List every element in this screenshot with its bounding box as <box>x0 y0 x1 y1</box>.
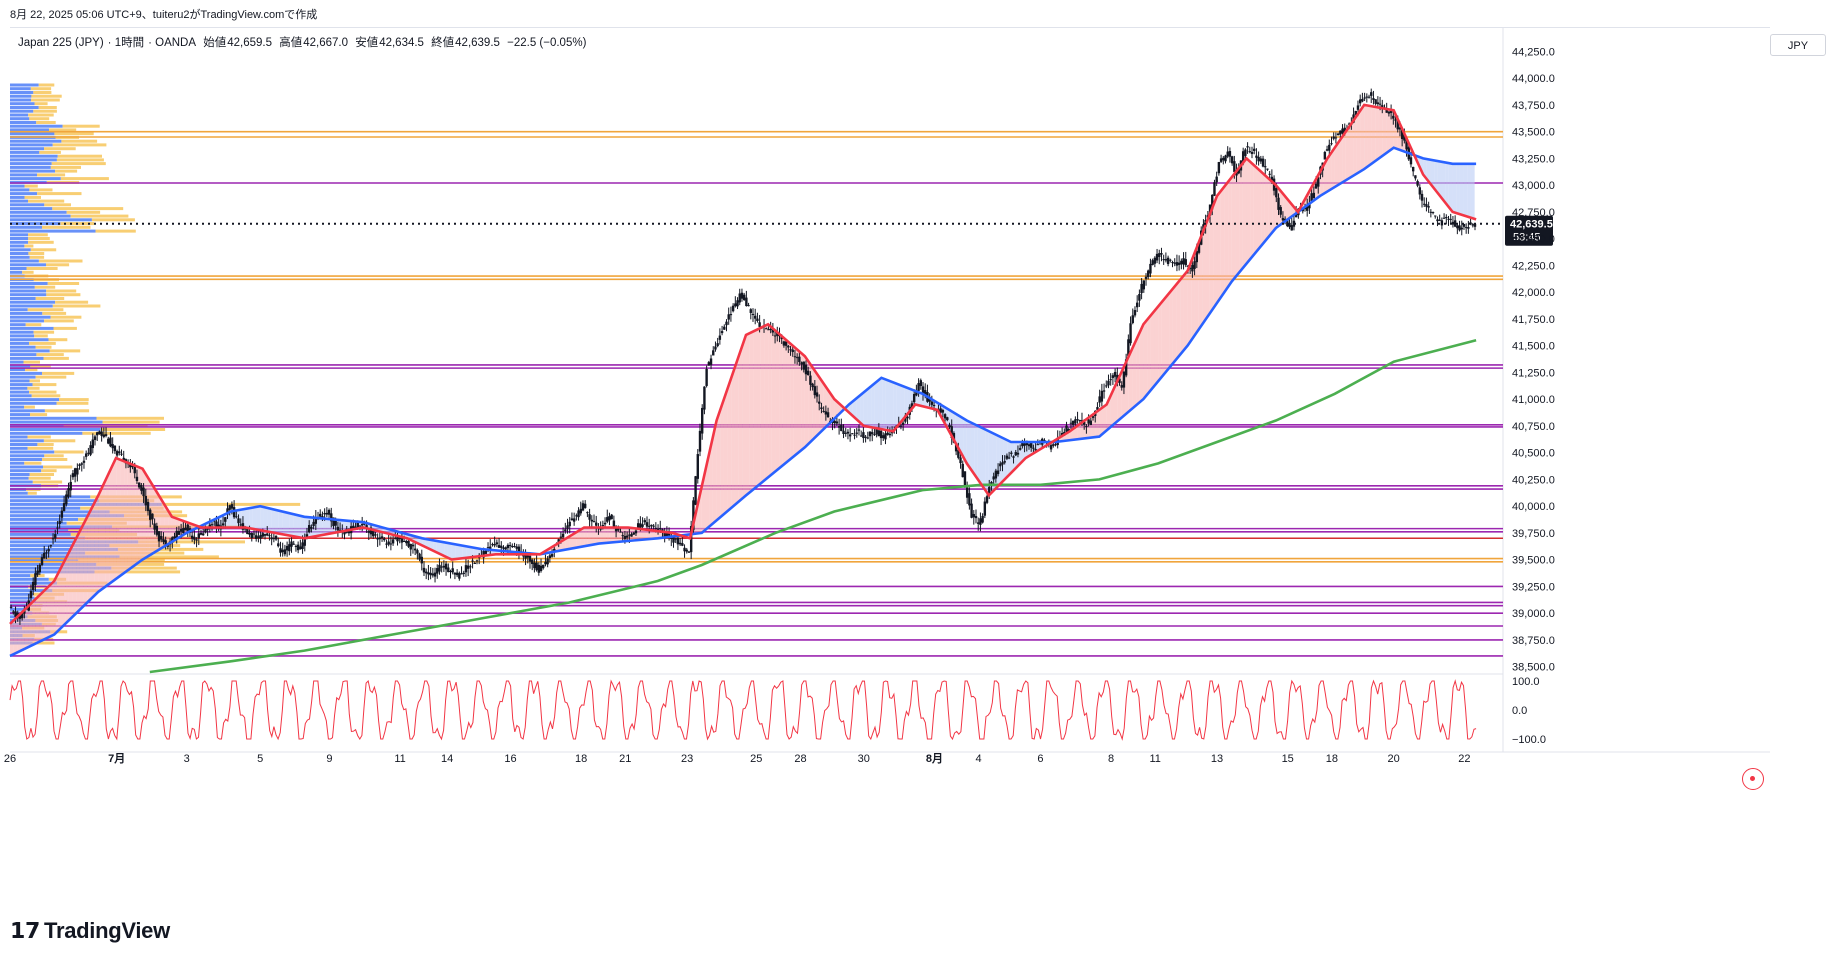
legend-low-label: 安値 <box>355 37 379 49</box>
currency-selector[interactable]: JPY <box>1770 34 1826 56</box>
brand-name: TradingView <box>44 918 170 943</box>
chart-header: 8月 22, 2025 05:06 UTC+9、tuiteru2がTrading… <box>10 9 318 21</box>
tradingview-logo: 𝟭𝟳 TradingView <box>10 918 170 944</box>
chart-frame <box>10 27 1770 878</box>
legend-open-label: 始値 <box>203 37 227 49</box>
legend-change: −22.5 (−0.05%) <box>507 37 587 49</box>
legend-interval[interactable]: 1時間 <box>114 37 145 49</box>
record-icon[interactable] <box>1742 768 1764 790</box>
legend-open: 42,659.5 <box>227 37 273 49</box>
symbol-legend: Japan 225 (JPY) · 1時間 · OANDA 始値42,659.5 高… <box>18 37 587 49</box>
legend-close: 42,639.5 <box>455 37 500 49</box>
tradingview-logo-icon: 𝟭𝟳 <box>10 918 41 943</box>
legend-close-label: 終値 <box>431 37 455 49</box>
legend-broker: OANDA <box>155 37 197 49</box>
legend-high-label: 高値 <box>279 37 303 49</box>
legend-low: 42,634.5 <box>379 37 424 49</box>
legend-symbol[interactable]: Japan 225 (JPY) <box>18 37 104 49</box>
legend-high: 42,667.0 <box>303 37 348 49</box>
